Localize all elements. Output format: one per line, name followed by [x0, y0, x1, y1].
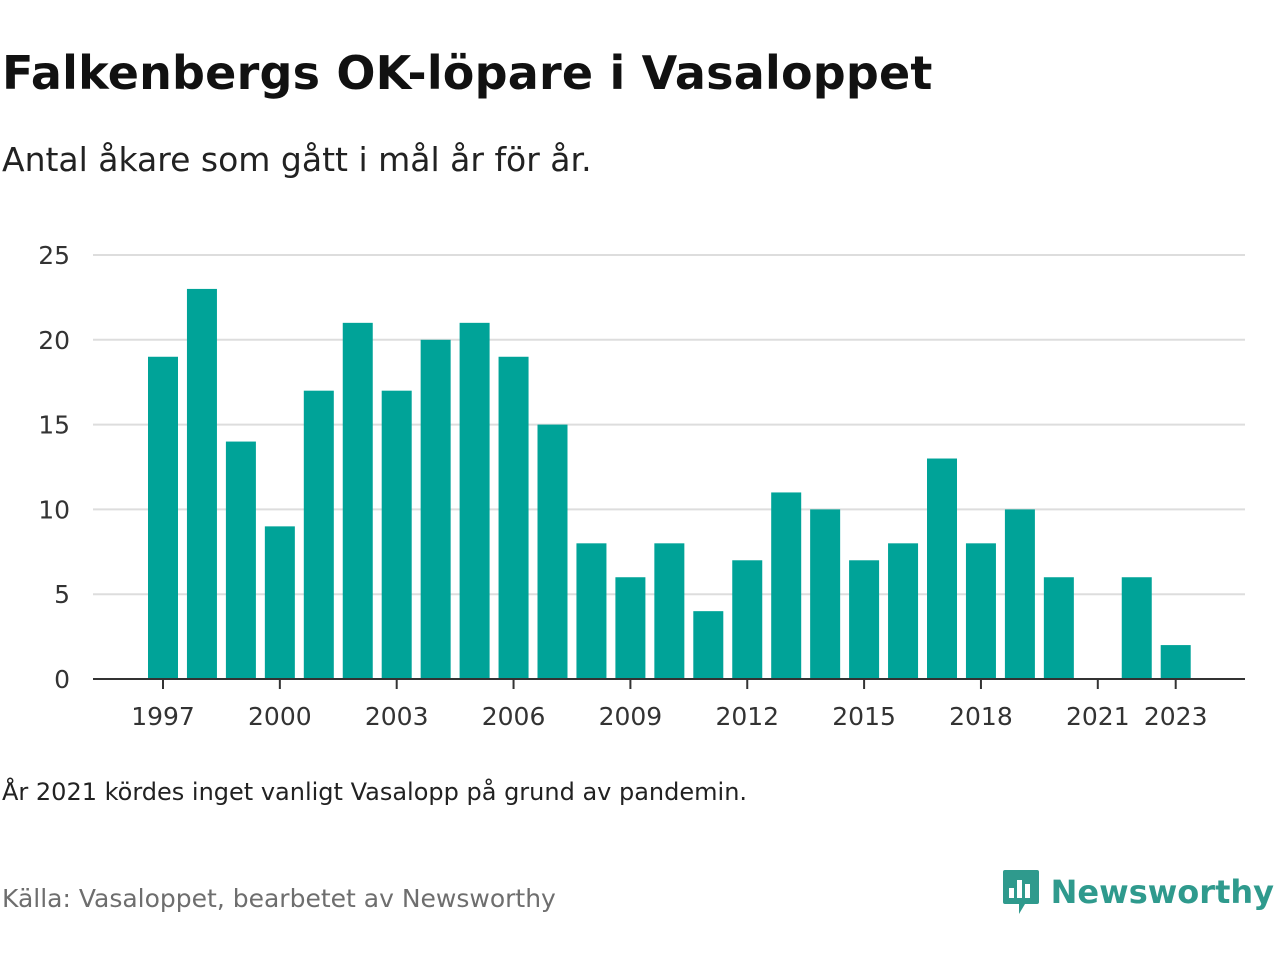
x-tick-label: 1997	[131, 702, 195, 731]
y-axis-labels: 0 5 10 15 20 25	[38, 241, 70, 694]
bar-2010	[654, 543, 685, 679]
bar-2006	[498, 356, 529, 679]
bar-1999	[225, 441, 256, 679]
x-axis	[93, 678, 1245, 689]
x-tick-label: 2006	[482, 702, 546, 731]
x-axis-labels: 1997 2000 2003 2006 2009 2012 2015 2018 2021 2023	[131, 702, 1207, 731]
bar-2003	[381, 390, 412, 679]
bar-2020	[1043, 577, 1074, 679]
brand-logo: Newsworthy	[1001, 868, 1274, 916]
y-tick-label: 20	[38, 326, 70, 355]
bar-1997	[148, 356, 178, 679]
bar-2002	[342, 322, 373, 679]
bar-2007	[537, 424, 568, 679]
y-tick-label: 10	[38, 495, 70, 524]
x-tick-label: 2015	[832, 702, 896, 731]
bar-2008	[576, 543, 607, 679]
bar-2016	[888, 543, 919, 679]
bar-1998	[186, 288, 217, 679]
bar-2009	[615, 577, 646, 679]
bar-2019	[1004, 509, 1035, 679]
y-tick-label: 5	[54, 580, 70, 609]
chart-title: Falkenbergs OK-löpare i Vasaloppet	[2, 46, 933, 100]
bar-2004	[420, 339, 451, 679]
chart-note: År 2021 kördes inget vanligt Vasalopp på…	[2, 778, 748, 806]
bar-2018	[965, 543, 996, 679]
bar-2022	[1121, 577, 1152, 679]
y-tick-label: 0	[54, 665, 70, 694]
bar-2014	[810, 509, 841, 679]
bar-2011	[693, 611, 724, 679]
x-tick-label: 2021	[1066, 702, 1130, 731]
chart-subtitle: Antal åkare som gått i mål år för år.	[2, 140, 592, 179]
bar-2001	[303, 390, 334, 679]
x-tick-label: 2003	[365, 702, 429, 731]
x-tick-label: 2023	[1144, 702, 1208, 731]
bars	[148, 288, 1191, 679]
x-tick-label: 2012	[715, 702, 779, 731]
x-tick-label: 2018	[949, 702, 1013, 731]
brand-name: Newsworthy	[1050, 873, 1274, 911]
bar-2012	[732, 560, 763, 679]
source-text: Källa: Vasaloppet, bearbetet av Newswort…	[2, 884, 556, 913]
bar-2000	[264, 526, 295, 679]
y-tick-label: 25	[38, 241, 70, 270]
bar-chart: 0 5 10 15 20 25 1997 2000 2003 2006 2009 2012 2015 2…	[38, 241, 1245, 731]
x-tick-label: 2000	[248, 702, 312, 731]
bar-2015	[849, 560, 880, 679]
x-tick-label: 2009	[599, 702, 663, 731]
y-tick-label: 15	[38, 411, 70, 440]
newsworthy-logo-icon	[1002, 870, 1039, 914]
bar-2023	[1160, 645, 1191, 679]
bar-2017	[927, 458, 957, 679]
bar-2013	[771, 492, 802, 679]
bar-2005	[459, 322, 490, 679]
